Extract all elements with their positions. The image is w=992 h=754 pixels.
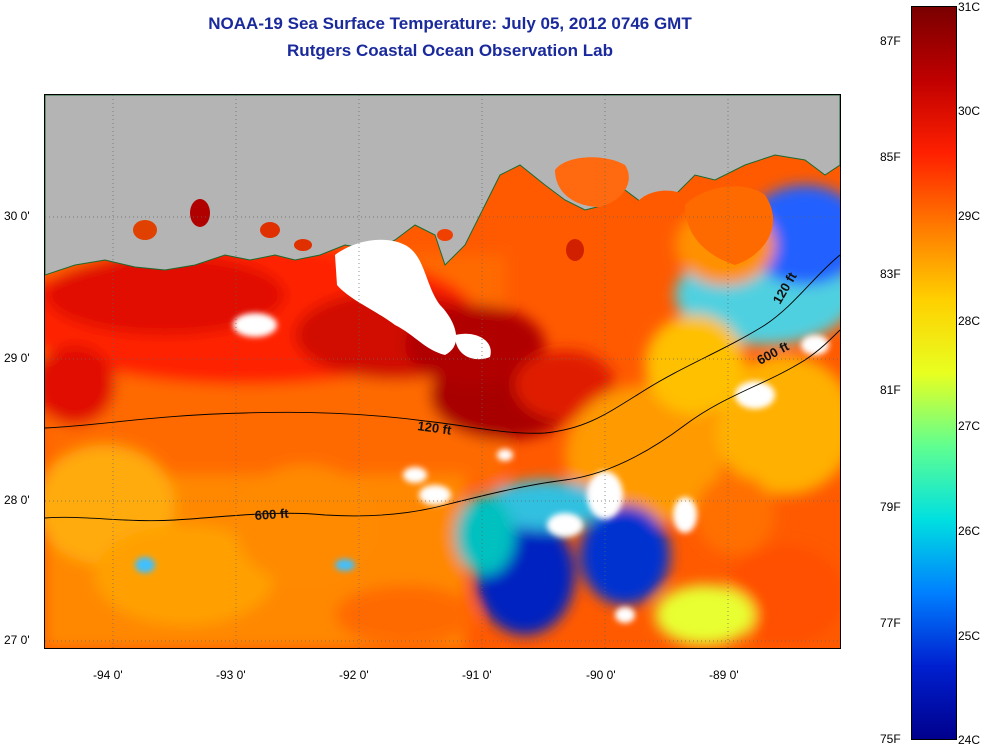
lon-label: -93 0' [216,668,246,682]
colorbar-c-label: 25C [958,629,981,643]
graticule [45,95,840,648]
colorbar-c-label: 24C [958,733,981,747]
map-subtitle: Rutgers Coastal Ocean Observation Lab [287,41,613,60]
colorbar [911,6,957,740]
lat-label: 29 0' [4,351,30,365]
colorbar-c-label: 29C [958,209,981,223]
sst-map: 120 ft 600 ft 120 ft 600 ft [44,94,841,649]
cloud-cover [335,239,457,355]
contour-label-120ft: 120 ft [417,418,453,438]
lat-label: 30 0' [4,209,30,223]
land-mass [45,95,840,276]
cloud-patches [135,313,829,623]
lon-label: -90 0' [586,668,616,682]
colorbar-f-label: 75F [880,732,901,746]
lat-label: 28 0' [4,493,30,507]
lon-label: -94 0' [93,668,123,682]
colorbar-f-label: 77F [880,616,901,630]
inland-waters [133,157,774,265]
colorbar-c-label: 28C [958,314,981,328]
lat-label: 27 0' [4,633,30,647]
colorbar-c-label: 27C [958,419,981,433]
colorbar-c-label: 30C [958,104,981,118]
bathymetry-contours [45,254,840,522]
map-title: NOAA-19 Sea Surface Temperature: July 05… [208,14,692,33]
lon-label: -91 0' [462,668,492,682]
colorbar-f-label: 87F [880,34,901,48]
colorbar-c-label: 31C [958,0,981,14]
sst-map-svg: 120 ft 600 ft 120 ft 600 ft [45,95,840,648]
lon-label: -89 0' [709,668,739,682]
lon-label: -92 0' [339,668,369,682]
colorbar-c-label: 26C [958,524,981,538]
colorbar-f-label: 79F [880,500,901,514]
colorbar-f-label: 81F [880,383,901,397]
colorbar-f-label: 83F [880,267,901,281]
contour-label-600ft: 600 ft [254,506,290,523]
colorbar-f-label: 85F [880,150,901,164]
